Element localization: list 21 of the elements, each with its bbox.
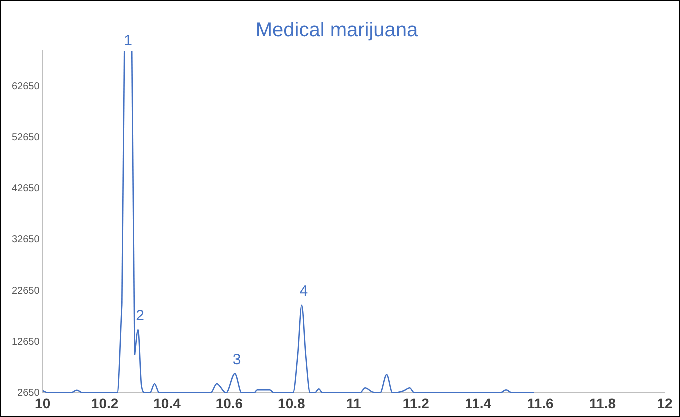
annotation: 4 — [300, 282, 308, 300]
y-tick-label: 42650 — [12, 184, 40, 195]
x-tick-label: 10.6 — [216, 395, 244, 412]
x-tick-label: 11 — [346, 395, 362, 412]
x-tick-label: 11.6 — [527, 395, 554, 412]
x-tick-label: 10.8 — [278, 395, 306, 412]
y-tick-label: 32650 — [12, 234, 40, 246]
x-tick-label: 11.8 — [590, 395, 616, 412]
x-tick-label: 11.2 — [402, 395, 430, 412]
x-tick-label: 10.4 — [154, 395, 182, 412]
y-tick-label: 12650 — [12, 336, 40, 348]
x-tick-label: 10.2 — [91, 395, 119, 412]
x-tick-label: 11.4 — [465, 395, 492, 412]
annotation: 2 — [136, 308, 144, 325]
text: 1 — [124, 32, 133, 50]
annotation: 3 — [232, 351, 242, 368]
chart-title: Medical marijuana — [256, 20, 420, 42]
y-tick-label: 52650 — [12, 132, 40, 144]
x-tick-label: 12 — [657, 395, 673, 412]
y-tick-label: 62650 — [12, 82, 40, 92]
y-tick-label: 22650 — [12, 286, 40, 297]
